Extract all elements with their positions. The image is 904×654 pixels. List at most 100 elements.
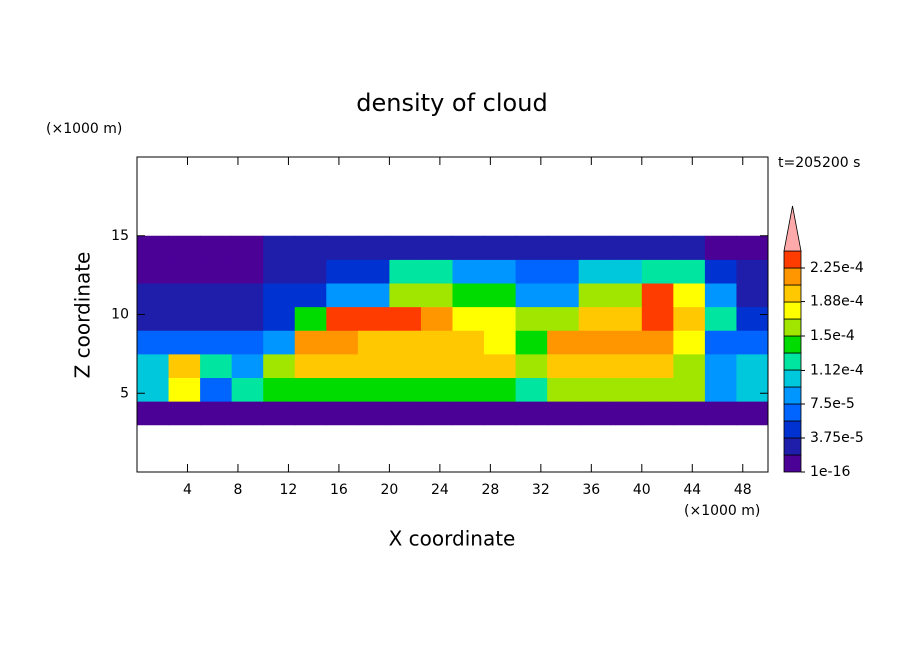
field-cell bbox=[200, 401, 233, 426]
field-cell bbox=[704, 235, 737, 260]
colorbar-label: 2.25e-4 bbox=[810, 260, 864, 276]
field-cell bbox=[168, 401, 201, 426]
field-cell bbox=[168, 377, 201, 402]
field-cell bbox=[200, 283, 233, 308]
colorbar-label: 1.5e-4 bbox=[810, 328, 855, 344]
field-cell bbox=[137, 306, 170, 331]
field-cell bbox=[578, 259, 611, 284]
colorbar-band bbox=[783, 352, 802, 371]
field-cell bbox=[137, 401, 170, 426]
field-cell bbox=[641, 401, 674, 426]
field-cell bbox=[452, 353, 485, 378]
field-cell bbox=[137, 377, 170, 402]
field-cell bbox=[137, 330, 170, 355]
x-tick-label: 28 bbox=[481, 482, 499, 498]
colorbar-band bbox=[783, 250, 802, 269]
field-cell bbox=[326, 401, 359, 426]
field-cell bbox=[326, 306, 359, 331]
field-cell bbox=[736, 330, 769, 355]
field-cell bbox=[578, 401, 611, 426]
field-cell bbox=[452, 283, 485, 308]
field-cell bbox=[610, 235, 643, 260]
colorbar-band bbox=[783, 454, 802, 473]
y-unit: (×1000 m) bbox=[46, 121, 122, 137]
field-cell bbox=[326, 259, 359, 284]
field-cell bbox=[168, 283, 201, 308]
field-cell bbox=[357, 377, 390, 402]
field-cell bbox=[200, 306, 233, 331]
field-cell bbox=[294, 353, 327, 378]
field-cell bbox=[641, 259, 674, 284]
field-cell bbox=[263, 353, 296, 378]
field-cell bbox=[547, 377, 580, 402]
field-cell bbox=[515, 235, 548, 260]
y-tick-label: 15 bbox=[111, 228, 129, 244]
field-cell bbox=[578, 235, 611, 260]
field-cell bbox=[168, 330, 201, 355]
field-cell bbox=[420, 330, 453, 355]
field-cell bbox=[704, 259, 737, 284]
field-cell bbox=[641, 377, 674, 402]
field-cell bbox=[294, 259, 327, 284]
field-cell bbox=[357, 353, 390, 378]
field-cell bbox=[547, 330, 580, 355]
field-cell bbox=[484, 283, 517, 308]
field-cell bbox=[484, 259, 517, 284]
field-cell bbox=[137, 259, 170, 284]
colorbar-band bbox=[783, 267, 802, 286]
field-cell bbox=[641, 306, 674, 331]
field-cell bbox=[231, 401, 264, 426]
field-cell bbox=[610, 306, 643, 331]
field-cell bbox=[231, 377, 264, 402]
x-tick-label: 32 bbox=[532, 482, 550, 498]
field-cell bbox=[484, 306, 517, 331]
colorbar-band bbox=[783, 386, 802, 405]
field-cell bbox=[231, 235, 264, 260]
field-cell bbox=[389, 259, 422, 284]
x-unit: (×1000 m) bbox=[684, 503, 760, 519]
field-cell bbox=[578, 306, 611, 331]
field-cell bbox=[263, 330, 296, 355]
field-cell bbox=[389, 353, 422, 378]
field-cell bbox=[484, 353, 517, 378]
x-axis-label: X coordinate bbox=[389, 527, 516, 551]
field-cell bbox=[420, 235, 453, 260]
field-cell bbox=[578, 330, 611, 355]
y-tick-label: 10 bbox=[111, 307, 129, 323]
field-cell bbox=[610, 401, 643, 426]
field-cell bbox=[736, 259, 769, 284]
field-cell bbox=[484, 330, 517, 355]
field-cell bbox=[641, 353, 674, 378]
field-cell bbox=[452, 259, 485, 284]
colorbar-band bbox=[783, 318, 802, 337]
field-cell bbox=[641, 330, 674, 355]
field-cell bbox=[294, 283, 327, 308]
colorbar-label: 1e-16 bbox=[810, 464, 850, 480]
field-cell bbox=[294, 330, 327, 355]
field-cell bbox=[673, 306, 706, 331]
x-tick-label: 4 bbox=[183, 482, 192, 498]
x-tick-label: 44 bbox=[683, 482, 701, 498]
field-cell bbox=[610, 377, 643, 402]
field-cell bbox=[641, 283, 674, 308]
y-tick-label: 5 bbox=[120, 385, 129, 401]
field-cell bbox=[484, 235, 517, 260]
field-cell bbox=[357, 330, 390, 355]
chart-title: density of cloud bbox=[356, 89, 547, 117]
field-cell bbox=[736, 377, 769, 402]
field-cell bbox=[263, 235, 296, 260]
field-cell bbox=[547, 353, 580, 378]
field-cell bbox=[263, 283, 296, 308]
field-cell bbox=[736, 306, 769, 331]
field-cell bbox=[610, 353, 643, 378]
field-cell bbox=[231, 330, 264, 355]
field-cell bbox=[168, 353, 201, 378]
x-tick-label: 24 bbox=[431, 482, 449, 498]
field-cell bbox=[515, 401, 548, 426]
field-cell bbox=[263, 259, 296, 284]
field-cell bbox=[547, 235, 580, 260]
field-cell bbox=[420, 259, 453, 284]
field-cell bbox=[673, 401, 706, 426]
colorbar-band bbox=[783, 437, 802, 456]
field-cell bbox=[736, 235, 769, 260]
